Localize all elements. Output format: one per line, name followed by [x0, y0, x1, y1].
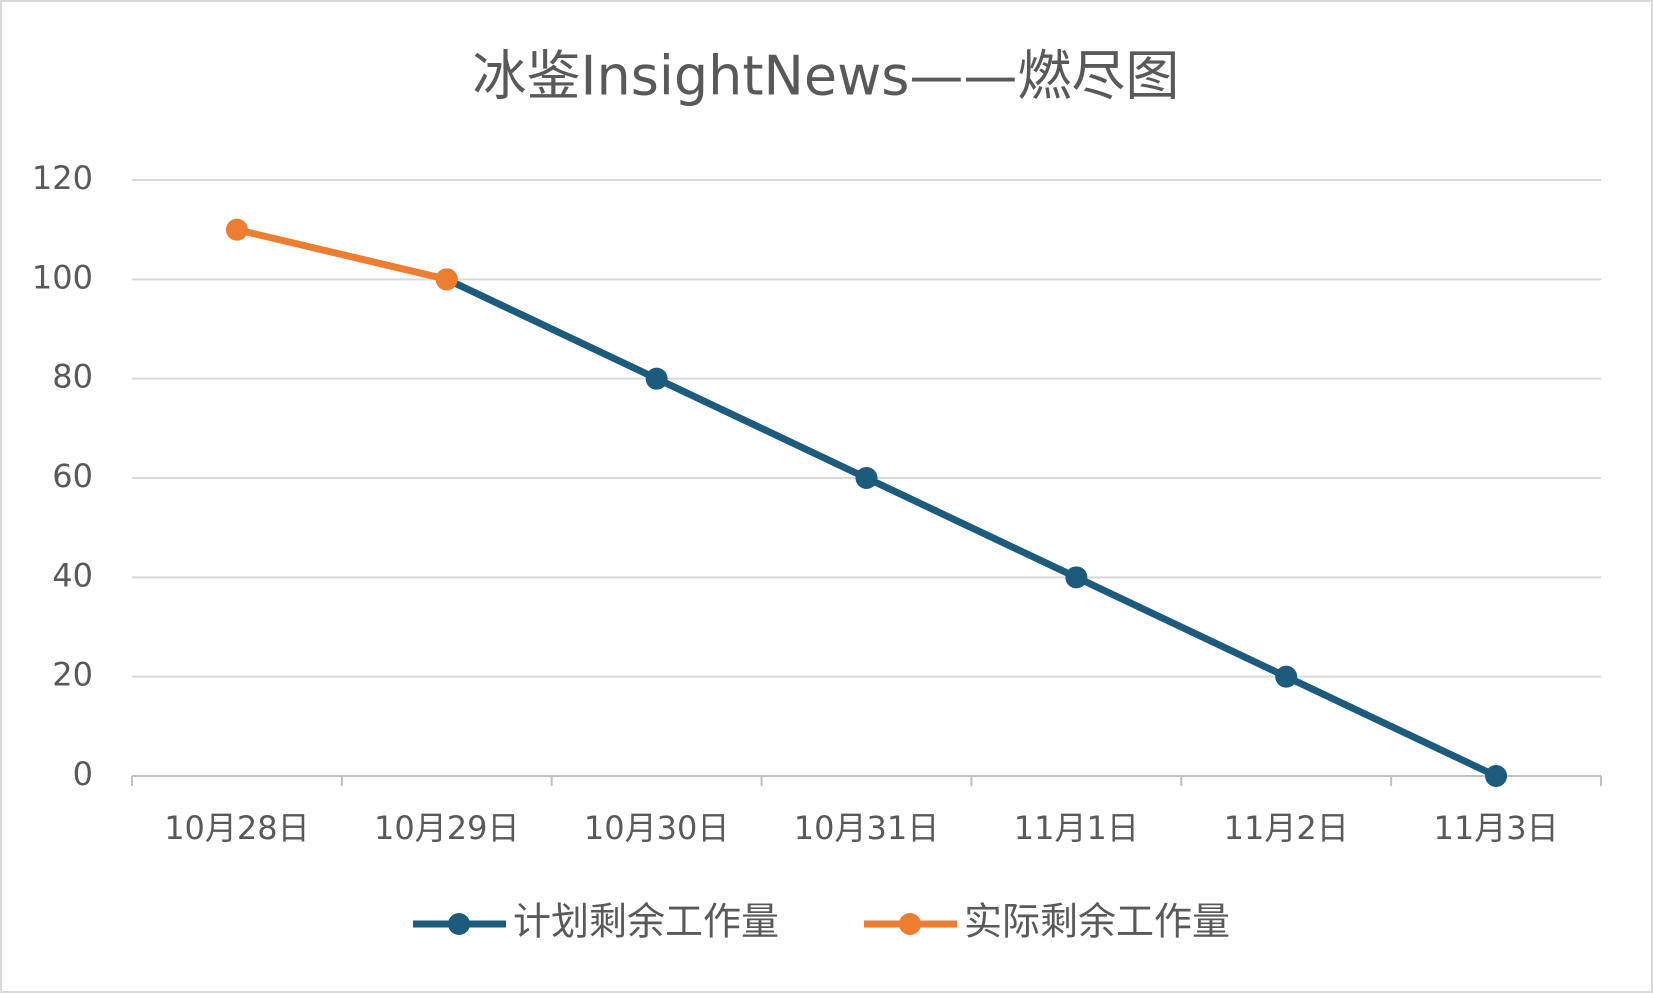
- data-point: [1275, 665, 1298, 688]
- y-tick-label: 40: [52, 556, 93, 594]
- x-tick-label: 10月29日: [374, 809, 519, 847]
- x-tick-label: 11月1日: [1014, 809, 1139, 847]
- x-tick-label: 10月30日: [584, 809, 729, 847]
- series-line: [236, 226, 448, 283]
- data-point: [1065, 566, 1088, 589]
- data-point: [855, 467, 878, 489]
- data-point: [435, 268, 458, 291]
- y-tick-label: 120: [32, 159, 93, 197]
- data-point: [225, 218, 248, 241]
- y-tick-label: 20: [52, 656, 93, 694]
- series-line: [445, 276, 1498, 780]
- x-tick-label: 10月31日: [794, 809, 939, 847]
- x-tick-label: 11月3日: [1434, 809, 1559, 847]
- x-tick-label: 11月2日: [1224, 809, 1349, 847]
- legend-label: 计划剩余工作量: [513, 900, 779, 944]
- data-point: [1485, 765, 1508, 787]
- y-tick-label: 0: [73, 755, 93, 793]
- chart-title: 冰鉴InsightNews——燃尽图: [473, 45, 1180, 108]
- y-tick-label: 100: [32, 258, 93, 296]
- data-point: [645, 367, 668, 390]
- legend-marker: [448, 913, 470, 935]
- legend-label: 实际剩余工作量: [964, 900, 1230, 944]
- y-tick-label: 80: [52, 358, 93, 396]
- y-tick-label: 60: [52, 457, 93, 495]
- x-tick-label: 10月28日: [164, 809, 309, 847]
- legend-marker: [899, 913, 921, 935]
